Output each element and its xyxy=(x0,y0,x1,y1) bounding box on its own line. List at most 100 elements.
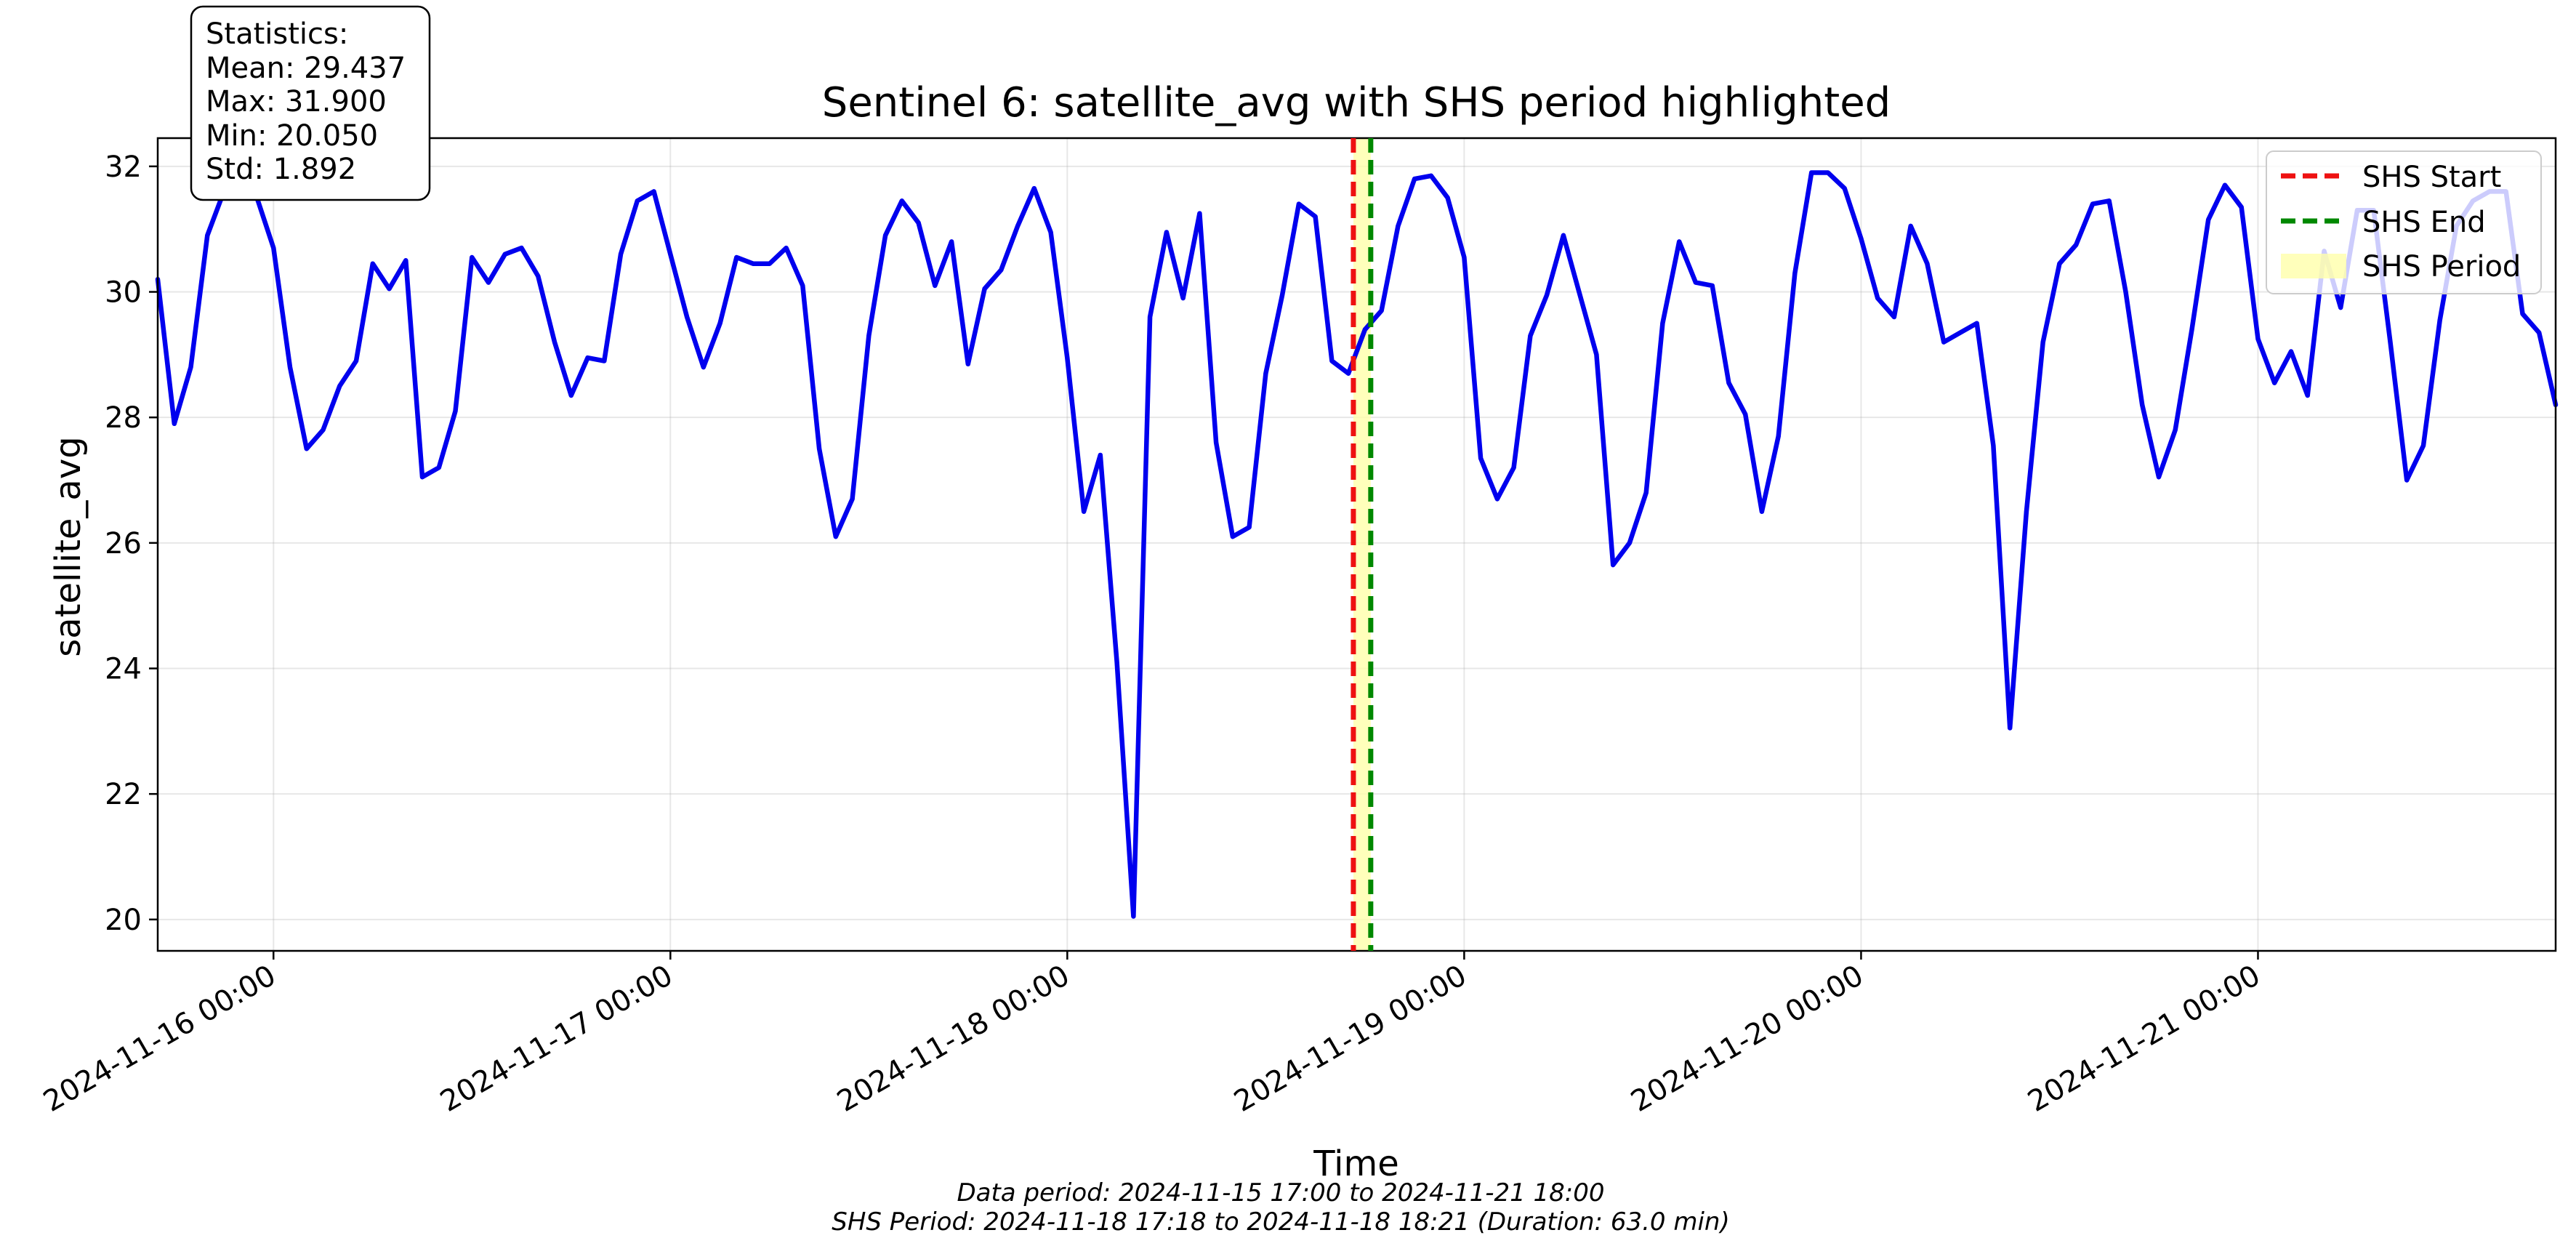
data-point xyxy=(651,189,656,194)
data-point xyxy=(982,286,987,292)
data-point xyxy=(1743,411,1748,417)
data-point xyxy=(568,393,573,398)
data-point xyxy=(1346,371,1351,376)
data-point xyxy=(1445,196,1450,200)
footer-shs-period: SHS Period: 2024-11-18 17:18 to 2024-11-… xyxy=(832,1207,1729,1237)
data-point xyxy=(1594,352,1599,357)
data-point xyxy=(1065,355,1070,361)
data-point xyxy=(205,233,210,238)
x-axis-label: Time xyxy=(1313,1144,1398,1184)
data-point xyxy=(1908,223,1913,228)
statistics-std: Std: 1.892 xyxy=(206,153,356,186)
data-point xyxy=(1031,186,1037,191)
data-point xyxy=(2106,198,2112,204)
data-point xyxy=(2388,339,2393,345)
data-point xyxy=(2305,393,2310,398)
data-point xyxy=(1792,270,1798,276)
footer-data-period: Data period: 2024-11-15 17:00 to 2024-11… xyxy=(957,1178,1604,1207)
data-point xyxy=(1545,292,1550,297)
data-point xyxy=(883,233,888,238)
data-point xyxy=(502,252,507,257)
data-point xyxy=(2255,337,2261,342)
data-point xyxy=(1991,443,1996,448)
data-point xyxy=(751,261,756,266)
data-point xyxy=(1494,497,1500,502)
data-point xyxy=(999,268,1004,273)
data-point xyxy=(304,446,309,451)
data-point xyxy=(1627,540,1632,545)
data-point xyxy=(1528,333,1533,338)
data-point xyxy=(1230,534,1235,539)
data-point xyxy=(436,465,441,470)
data-point xyxy=(288,365,292,370)
data-point xyxy=(1148,315,1153,319)
data-point xyxy=(1957,330,1963,335)
data-point xyxy=(635,198,640,204)
plot-area-frame xyxy=(156,137,2557,952)
data-point xyxy=(1726,380,1731,385)
data-point xyxy=(1396,223,1401,228)
data-point xyxy=(2520,311,2525,316)
y-tick-label: 24 xyxy=(105,653,142,686)
statistics-max: Max: 31.900 xyxy=(206,85,387,118)
statistics-min: Min: 20.050 xyxy=(206,119,378,153)
data-point xyxy=(2206,217,2211,222)
data-point xyxy=(1478,456,1484,461)
y-tick-label: 26 xyxy=(105,527,142,560)
data-point xyxy=(1561,233,1566,238)
y-tick-label: 30 xyxy=(105,276,142,310)
data-point xyxy=(1611,563,1616,568)
data-point xyxy=(2008,726,2013,731)
data-point xyxy=(2173,427,2178,433)
shs-period-band xyxy=(1353,138,1371,951)
data-point xyxy=(1875,296,1880,301)
data-point xyxy=(1180,296,1186,301)
data-point xyxy=(2437,318,2442,323)
data-point xyxy=(470,255,475,260)
data-point xyxy=(1428,173,1433,178)
data-point xyxy=(701,365,706,370)
data-point xyxy=(1693,280,1698,285)
data-point xyxy=(2057,261,2062,266)
data-point xyxy=(685,315,690,319)
data-point xyxy=(2421,443,2426,448)
data-point xyxy=(784,246,789,251)
data-point xyxy=(536,273,541,278)
y-axis-label: satellite_avg xyxy=(48,436,89,656)
data-point xyxy=(552,339,557,345)
data-point xyxy=(2157,475,2161,480)
data-point xyxy=(2140,402,2145,407)
data-point xyxy=(2090,201,2095,206)
data-point xyxy=(486,280,491,285)
data-point xyxy=(1214,440,1219,445)
data-point xyxy=(1577,292,1582,297)
data-point xyxy=(899,198,904,204)
data-point xyxy=(619,252,623,257)
data-point xyxy=(734,255,739,260)
data-point xyxy=(1280,292,1285,297)
chart-title: Sentinel 6: satellite_avg with SHS perio… xyxy=(822,79,1891,126)
y-tick-label: 28 xyxy=(105,401,142,435)
legend-label-shs-start: SHS Start xyxy=(2362,161,2501,194)
data-point xyxy=(2537,330,2542,335)
data-point xyxy=(767,261,772,266)
data-point xyxy=(1643,490,1649,495)
data-point xyxy=(1197,211,1202,216)
legend-swatch-shs-period xyxy=(2281,254,2346,278)
data-point xyxy=(2189,327,2194,332)
data-point xyxy=(387,286,392,292)
data-point xyxy=(833,534,838,539)
data-point xyxy=(1114,659,1119,664)
data-point xyxy=(933,283,938,288)
data-point xyxy=(188,365,193,370)
data-point xyxy=(2404,478,2410,483)
data-point xyxy=(1809,170,1814,175)
data-point xyxy=(2040,339,2045,345)
series-line xyxy=(155,170,2559,919)
data-point xyxy=(1313,214,1318,219)
data-point xyxy=(172,421,177,426)
data-point xyxy=(2272,380,2277,385)
data-point xyxy=(1941,339,1947,345)
